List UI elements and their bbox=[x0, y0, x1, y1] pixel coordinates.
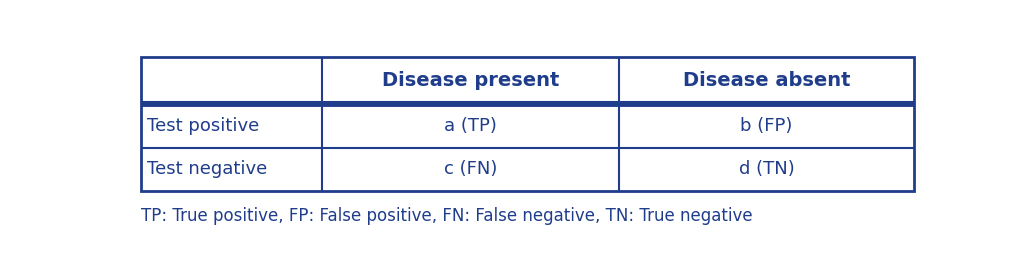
Text: d (TN): d (TN) bbox=[739, 160, 794, 178]
Text: Test positive: Test positive bbox=[147, 117, 259, 135]
Text: Test negative: Test negative bbox=[147, 160, 268, 178]
Text: Disease present: Disease present bbox=[382, 71, 559, 90]
Text: a (TP): a (TP) bbox=[445, 117, 497, 135]
Text: b (FP): b (FP) bbox=[740, 117, 792, 135]
Text: c (FN): c (FN) bbox=[443, 160, 497, 178]
Text: TP: True positive, FP: False positive, FN: False negative, TN: True negative: TP: True positive, FP: False positive, F… bbox=[141, 207, 752, 225]
Text: Disease absent: Disease absent bbox=[682, 71, 850, 90]
